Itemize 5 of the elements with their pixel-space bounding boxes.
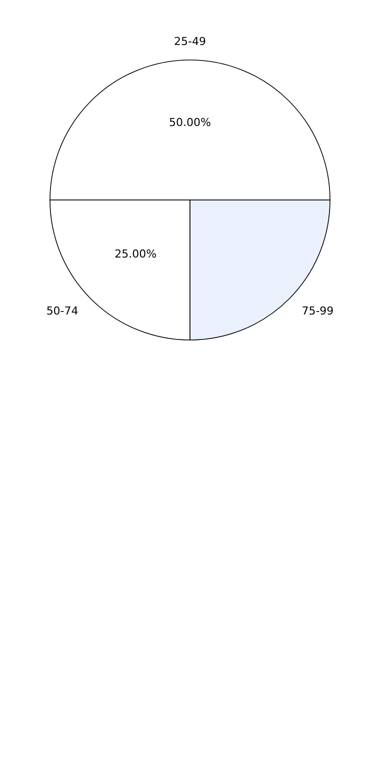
data-label: 25.00% [114, 247, 157, 260]
data-label: 50.00% [169, 116, 211, 130]
slice-label: 75-99 [302, 304, 334, 318]
slice-label: 50-74 [46, 304, 78, 318]
slice-label: 25-49 [174, 35, 206, 48]
